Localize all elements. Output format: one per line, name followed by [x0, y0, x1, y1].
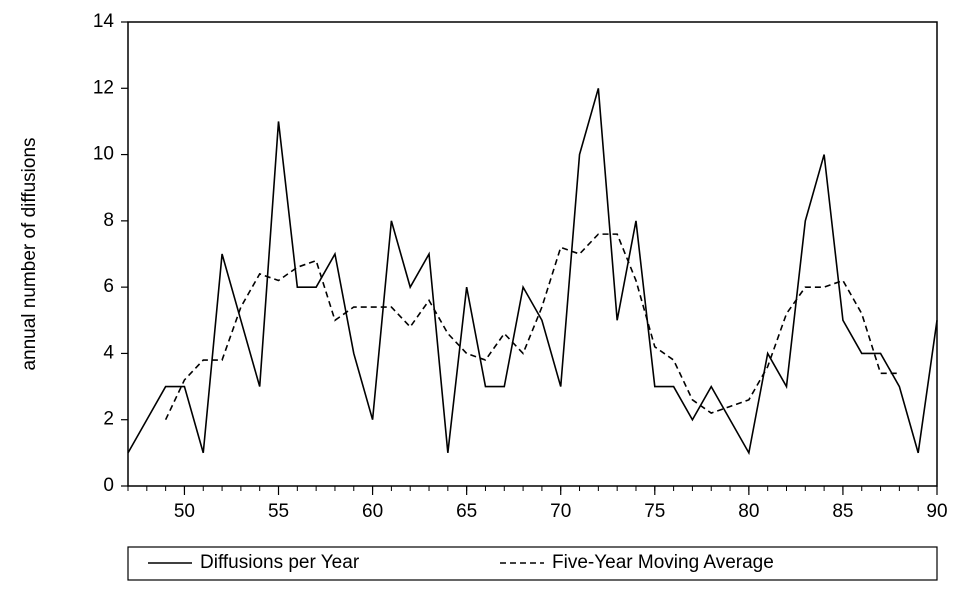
x-tick-label: 65: [456, 501, 477, 522]
legend-box: [127, 546, 938, 581]
y-tick-label: 14: [93, 11, 115, 32]
x-tick-label: 60: [362, 501, 383, 522]
plot-frame: [127, 21, 938, 487]
x-tick-label: 75: [644, 501, 665, 522]
x-tick-label: 55: [268, 501, 289, 522]
x-tick-label: 90: [926, 501, 947, 522]
y-tick-label: 6: [103, 276, 114, 297]
y-tick-label: 12: [93, 77, 114, 98]
y-tick-label: 2: [103, 409, 114, 430]
legend-label: Diffusions per Year: [200, 552, 360, 573]
y-axis-label: annual number of diffusions: [19, 137, 40, 370]
y-tick-label: 10: [93, 144, 114, 165]
y-tick-label: 4: [103, 342, 114, 363]
x-tick-label: 50: [174, 501, 195, 522]
x-tick-label: 85: [832, 501, 853, 522]
legend-label: Five-Year Moving Average: [552, 552, 774, 573]
series-line: [127, 88, 938, 456]
y-tick-label: 0: [103, 475, 114, 496]
x-tick-label: 80: [738, 501, 759, 522]
y-tick-label: 8: [103, 210, 114, 231]
x-tick-label: 70: [550, 501, 571, 522]
series-line: [164, 233, 900, 421]
